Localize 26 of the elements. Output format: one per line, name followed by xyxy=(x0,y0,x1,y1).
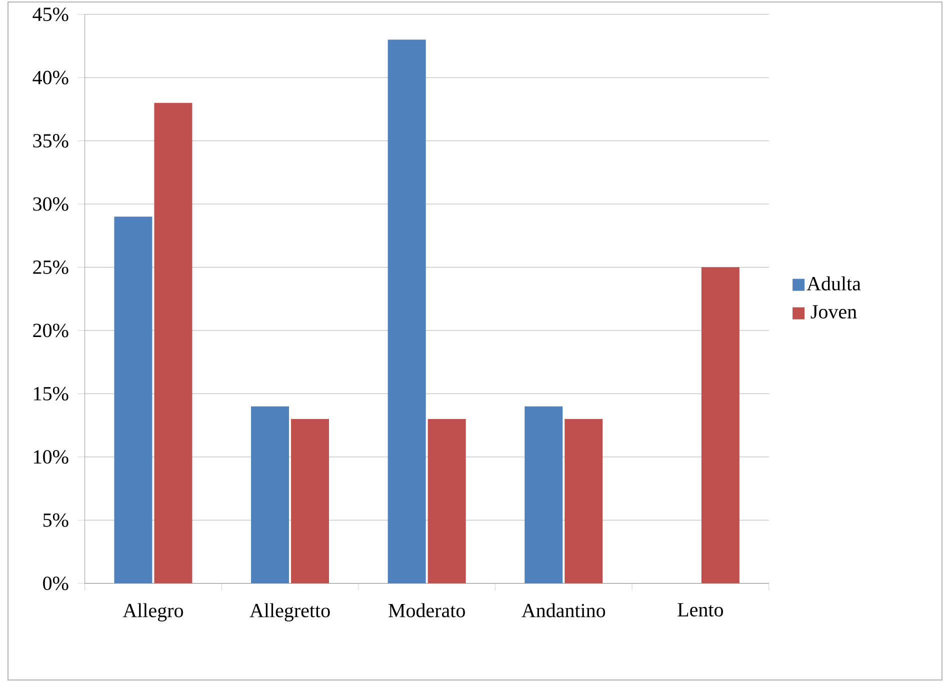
bar xyxy=(564,418,603,584)
y-tick-label: 5% xyxy=(43,513,68,527)
y-tick-label: 25% xyxy=(33,260,68,274)
x-tick-label: Moderato xyxy=(388,603,465,618)
y-tick-label: 35% xyxy=(33,134,68,148)
bar xyxy=(701,267,740,584)
y-tick-label: 0% xyxy=(43,576,68,590)
bar xyxy=(114,216,152,584)
legend-label: Adulta xyxy=(806,276,861,290)
y-tick-label: 15% xyxy=(34,386,68,400)
bar xyxy=(251,406,290,584)
x-tick-label: Allegretto xyxy=(250,603,330,622)
y-tick-label: 40% xyxy=(32,70,68,84)
y-tick-label: 10% xyxy=(34,450,68,464)
x-tick-label: Lento xyxy=(678,603,723,617)
y-tick-label: 30% xyxy=(33,197,68,211)
legend-label: Joven xyxy=(810,305,857,319)
bar xyxy=(291,418,330,584)
y-tick-label: 20% xyxy=(33,324,68,338)
bar xyxy=(388,40,426,584)
x-tick-label: Andantino xyxy=(522,603,606,618)
bar xyxy=(154,102,192,584)
bar xyxy=(524,406,563,584)
y-tick-label: 45% xyxy=(32,8,68,22)
bar xyxy=(428,418,466,584)
x-tick-label: Allegro xyxy=(122,603,184,622)
